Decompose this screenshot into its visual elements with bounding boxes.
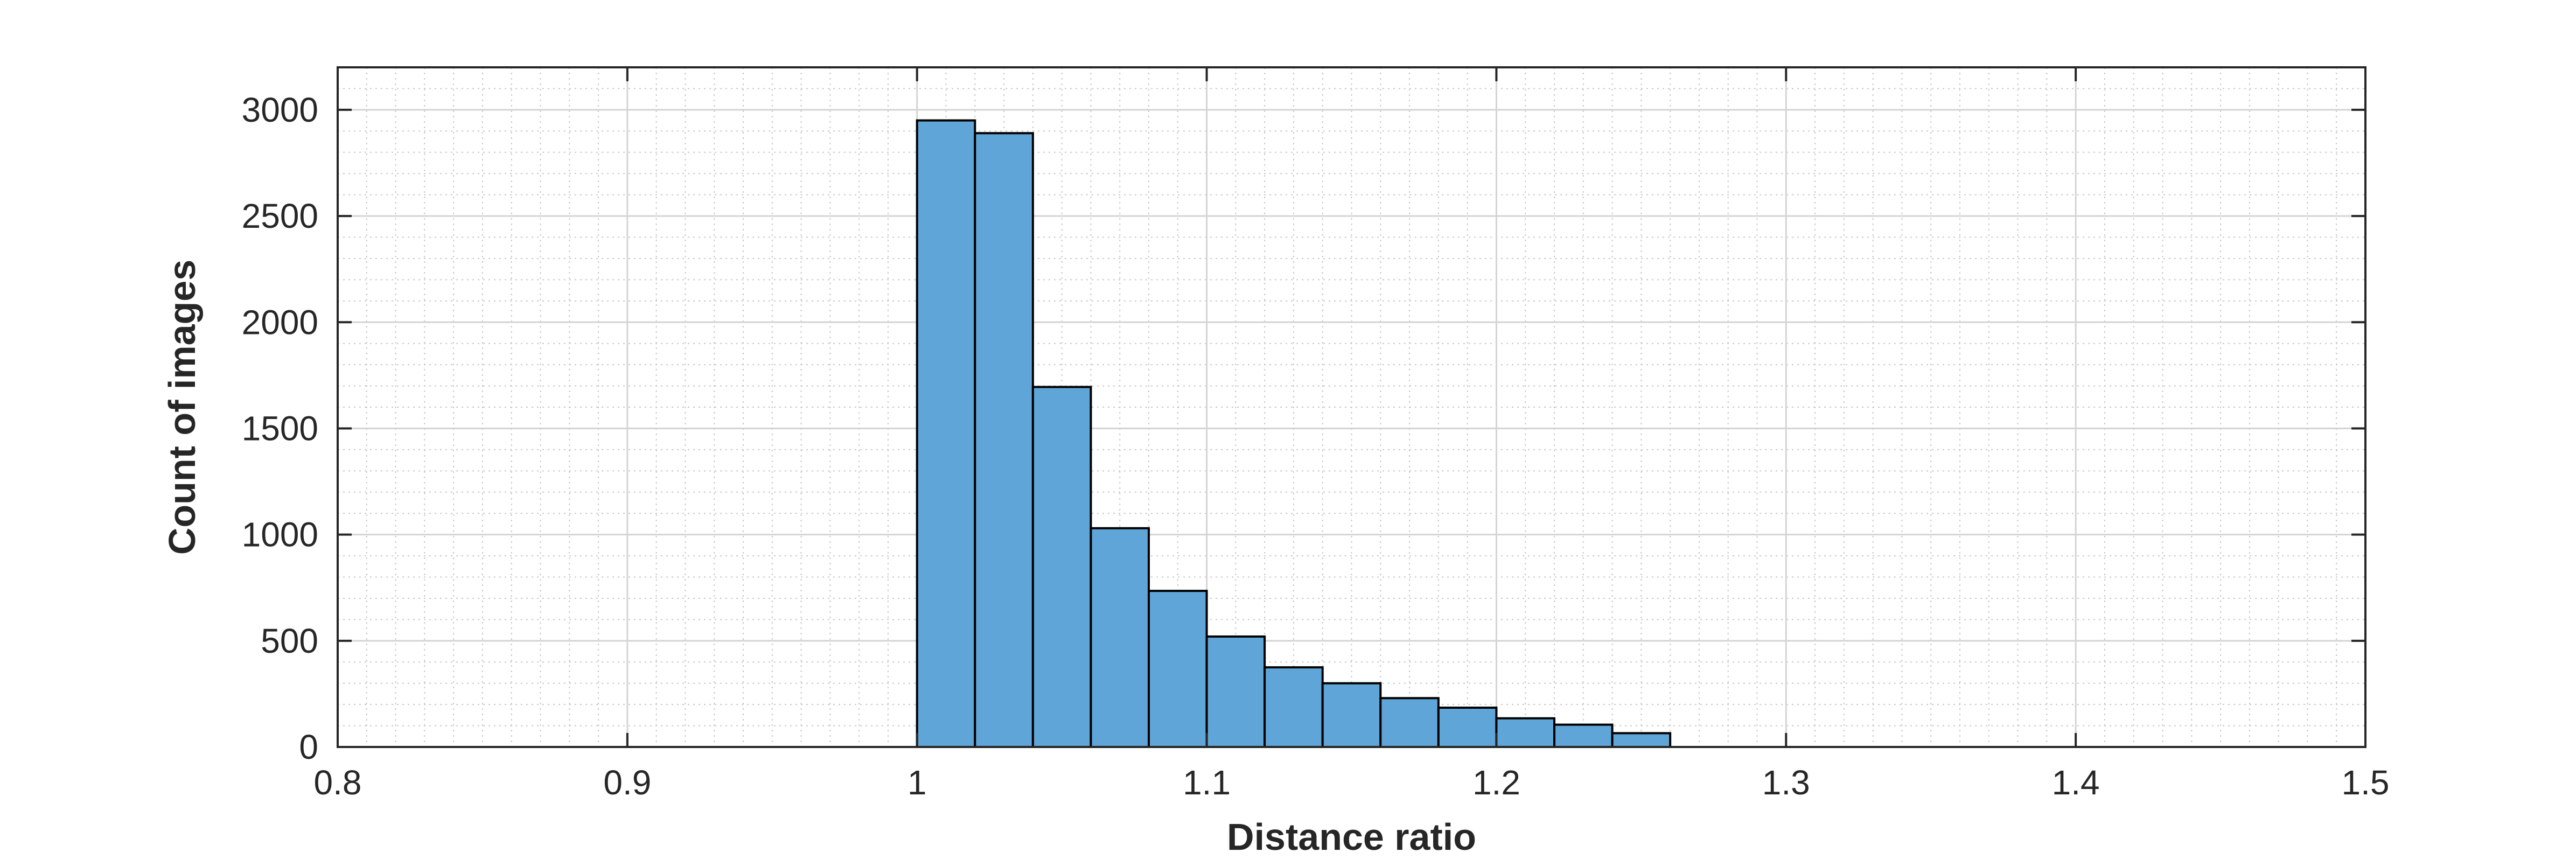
histogram-bar	[1495, 717, 1555, 749]
x-tick-label: 1.5	[2342, 763, 2390, 802]
histogram-bar	[1263, 666, 1324, 748]
histogram-bar	[1148, 590, 1208, 749]
x-tick-labels: 0.8 0.9 1 1.1 1.2 1.3 1.4 1.5	[314, 763, 2390, 802]
y-tick-labels: 0 500 1000 1500 2000 2500 3000	[242, 90, 318, 766]
y-tick-label: 2000	[242, 303, 318, 341]
histogram-bar	[916, 119, 976, 748]
histogram-bar	[1321, 682, 1382, 748]
minor-grid	[338, 67, 2365, 747]
y-axis-label: Count of images	[161, 260, 203, 555]
histogram-bar	[1611, 732, 1672, 748]
y-tick-label: 0	[299, 728, 318, 766]
histogram-bar	[1031, 386, 1092, 748]
y-tick-label: 2500	[242, 197, 318, 235]
x-tick-label: 1.4	[2052, 763, 2100, 802]
histogram-bar	[974, 132, 1034, 749]
y-tick-label: 1000	[242, 515, 318, 554]
tick-marks	[337, 67, 2366, 748]
x-tick-label: 1.2	[1472, 763, 1520, 802]
y-tick-label: 3000	[242, 90, 318, 129]
y-tick-label: 1500	[242, 409, 318, 448]
histogram-bar	[1205, 635, 1266, 749]
x-tick-label: 1.1	[1183, 763, 1231, 802]
histogram-bar	[1437, 707, 1498, 749]
y-tick-label: 500	[261, 621, 318, 660]
histogram-bar	[1379, 697, 1440, 748]
plot-area	[337, 66, 2366, 749]
histogram-bar	[1090, 527, 1150, 748]
x-axis-label: Distance ratio	[1227, 816, 1476, 858]
major-grid	[338, 67, 2365, 747]
x-tick-label: 1	[907, 763, 927, 802]
x-tick-label: 0.8	[314, 763, 362, 802]
x-tick-label: 0.9	[603, 763, 651, 802]
histogram-bar	[1553, 723, 1614, 748]
histogram-bars	[916, 119, 1672, 749]
axes-box	[337, 66, 2366, 748]
x-tick-label: 1.3	[1762, 763, 1810, 802]
